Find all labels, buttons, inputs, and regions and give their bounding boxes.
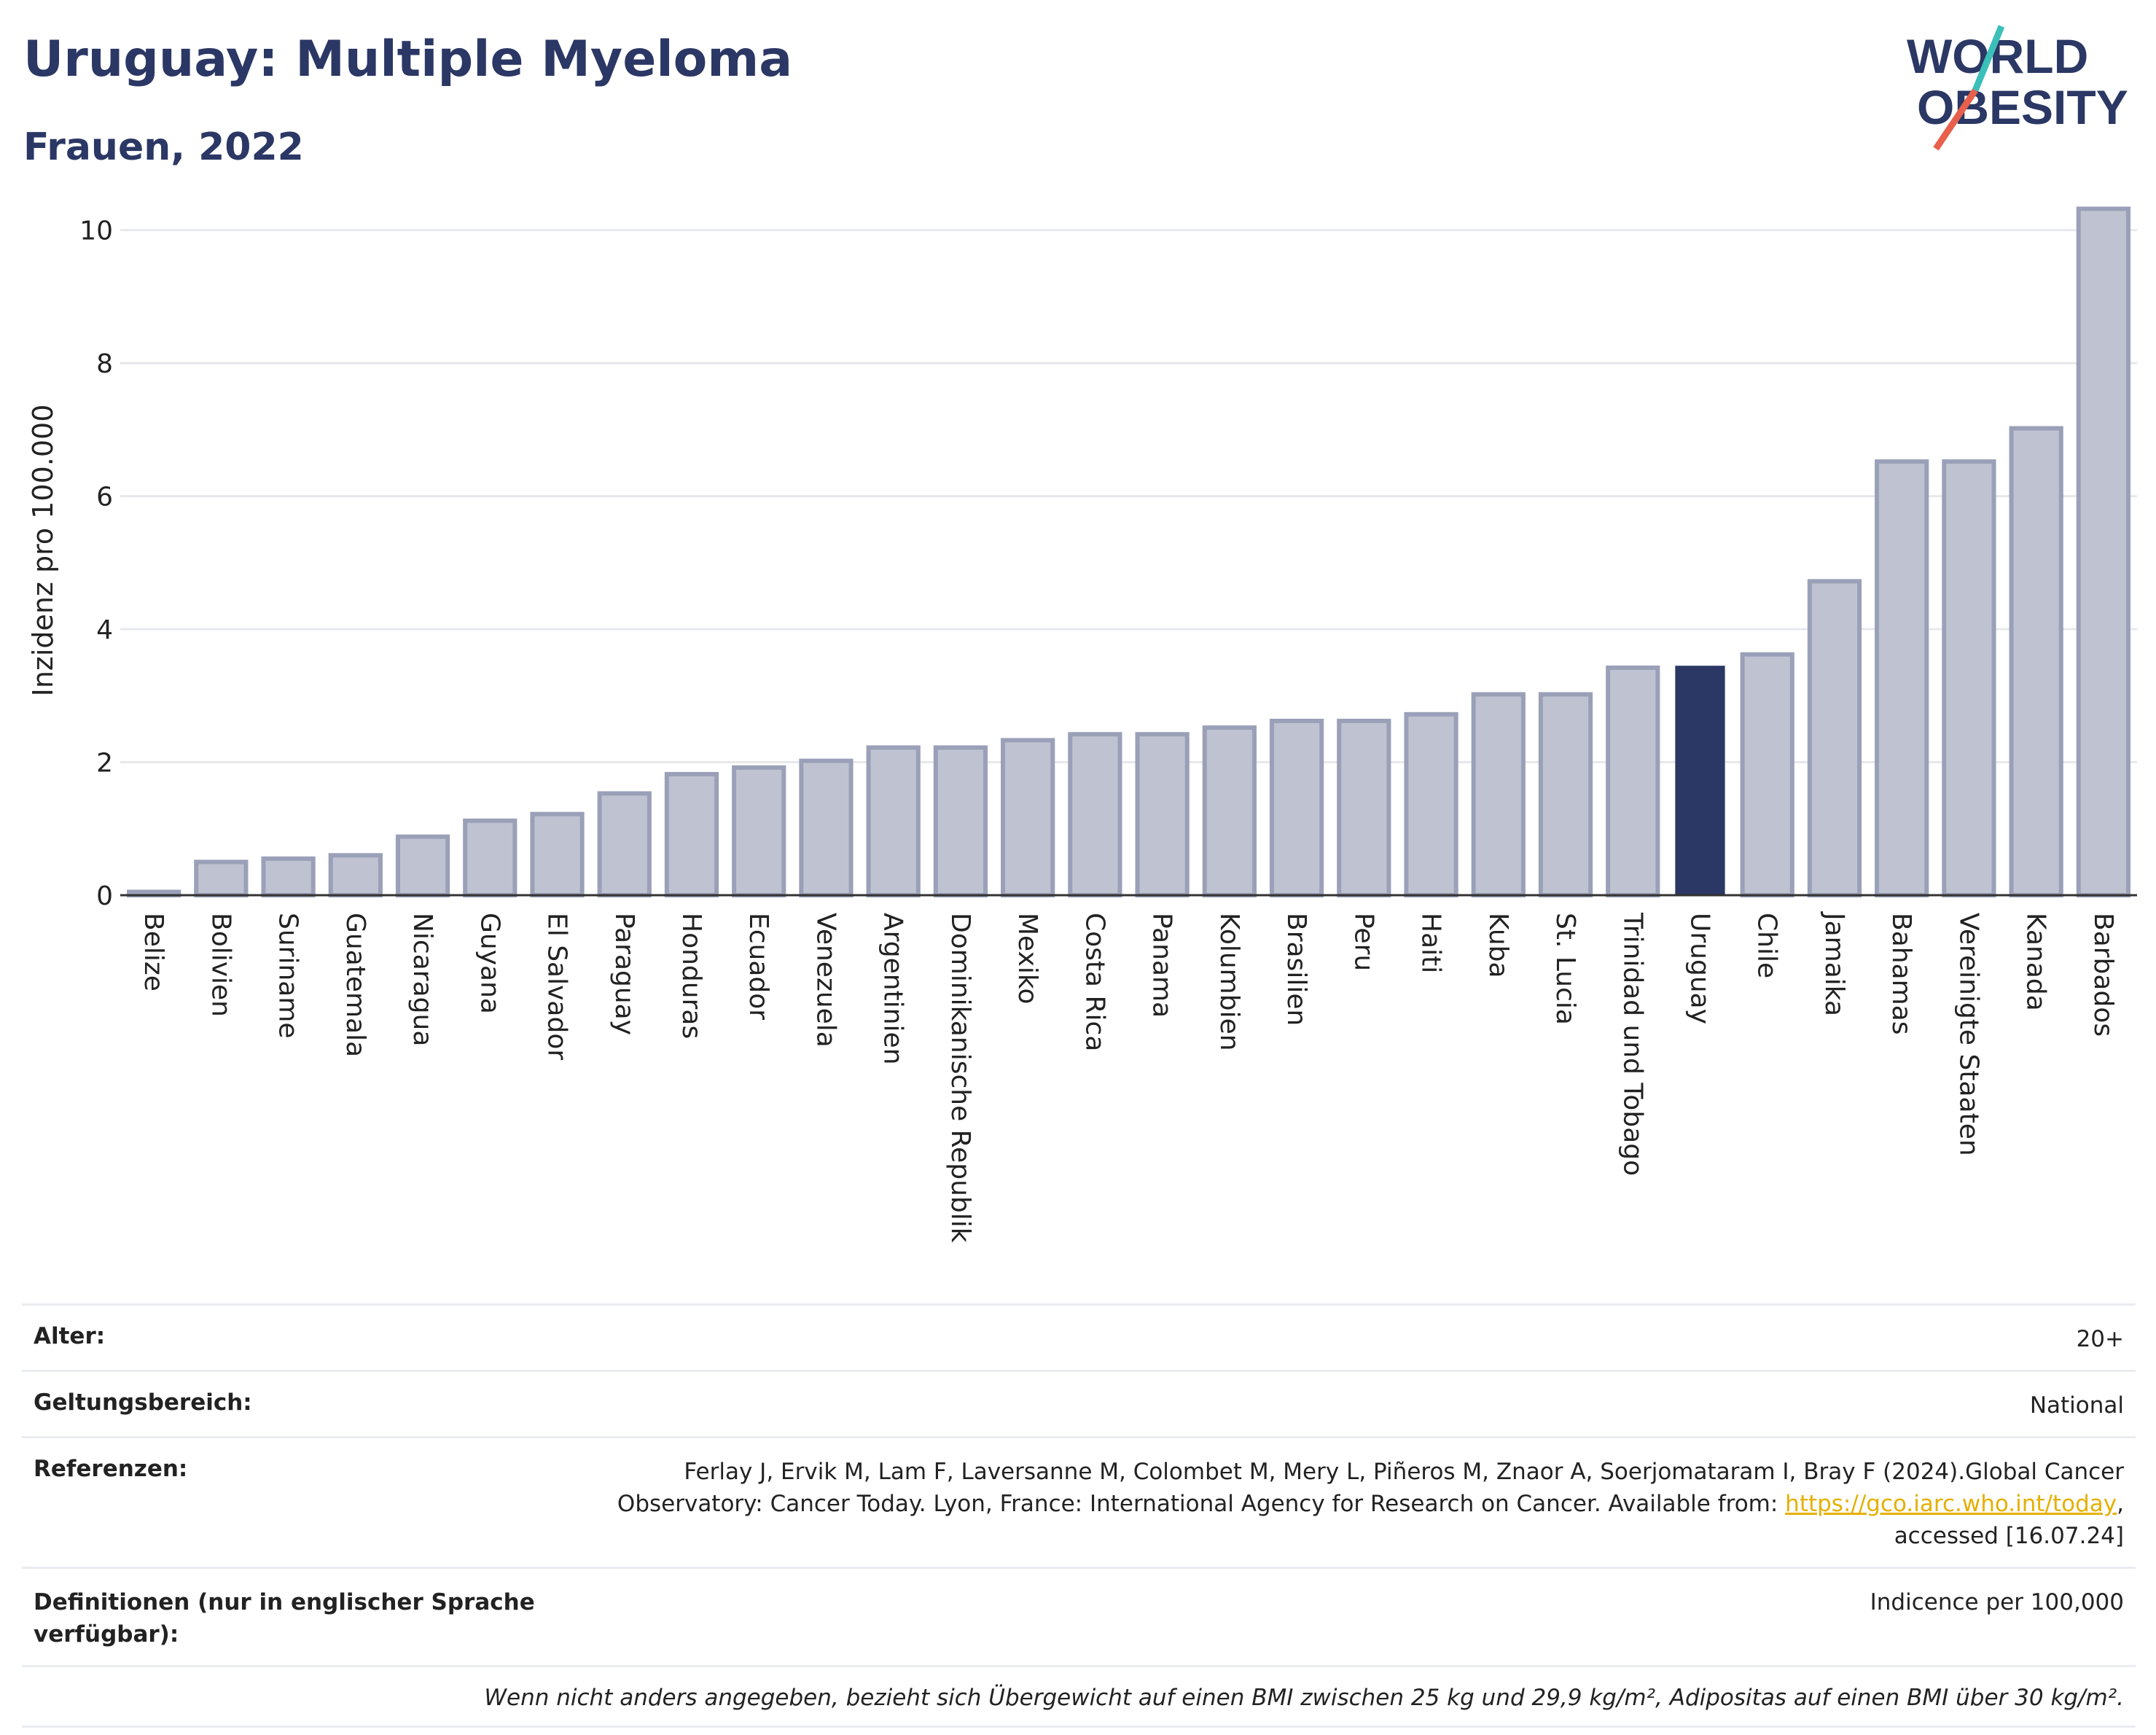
references-value: Ferlay J, Ervik M, Lam F, Laversanne M, … bbox=[617, 1456, 2124, 1552]
info-row-references: Referenzen: Ferlay J, Ervik M, Lam F, La… bbox=[22, 1436, 2136, 1567]
x-tick-label: Guyana bbox=[474, 913, 504, 1014]
x-tick-label: Chile bbox=[1752, 913, 1782, 978]
bar-st-lucia bbox=[1538, 692, 1593, 897]
x-tick-label: Uruguay bbox=[1684, 913, 1714, 1024]
bar-jamaika bbox=[1807, 579, 1862, 897]
x-tick-label: Vereinigte Staaten bbox=[1953, 913, 1983, 1156]
x-tick-label: Brasilien bbox=[1281, 913, 1311, 1026]
bar-argentinien bbox=[866, 745, 921, 897]
reference-text-1: Ferlay J, Ervik M, Lam F, Laversanne M, … bbox=[684, 1459, 2124, 1485]
bar-chile bbox=[1740, 652, 1794, 897]
x-tick-label: Suriname bbox=[273, 913, 303, 1039]
bar-guyana bbox=[463, 818, 517, 898]
age-value: 20+ bbox=[2076, 1326, 2124, 1352]
bar-chart: 0 2 4 6 8 10 Belize Bolivien Suriname Guatemala Ni… bbox=[27, 206, 2137, 1243]
info-row-scope: Geltungsbereich: National bbox=[22, 1370, 2136, 1436]
x-tick-label: Bahamas bbox=[1886, 913, 1916, 1035]
bar-kolumbien bbox=[1202, 725, 1257, 898]
x-tick-label: Barbados bbox=[2088, 913, 2118, 1037]
y-tick-label: 10 bbox=[79, 217, 113, 246]
x-tick-label: El Salvador bbox=[542, 913, 572, 1060]
grid-layer bbox=[120, 229, 2137, 764]
y-tick-label: 2 bbox=[96, 749, 113, 779]
bar-brasilien bbox=[1269, 718, 1324, 897]
bar-bahamas bbox=[1875, 459, 1929, 897]
y-tick-label: 8 bbox=[96, 349, 113, 379]
bar-trinidad-und-tobago bbox=[1606, 665, 1660, 897]
bar-venezuela bbox=[799, 758, 854, 898]
logo-accent-teal bbox=[1972, 25, 2005, 92]
reference-link[interactable]: https://gco.iarc.who.int/today bbox=[1785, 1491, 2117, 1517]
bar-kanada bbox=[2009, 426, 2063, 897]
x-tick-label: Kanada bbox=[2021, 913, 2051, 1011]
info-row-age: Alter: 20+ bbox=[22, 1303, 2136, 1370]
bar-mexiko bbox=[1001, 738, 1055, 897]
bar-dominikanische-republik bbox=[933, 745, 988, 897]
bar-guatemala bbox=[328, 853, 383, 898]
x-tick-label: Trinidad und Tobago bbox=[1617, 912, 1647, 1176]
x-tick-label: Haiti bbox=[1416, 913, 1446, 973]
bar-barbados bbox=[2076, 206, 2131, 897]
x-tick-label: Peru bbox=[1348, 913, 1378, 971]
bar-costa-rica bbox=[1068, 732, 1122, 897]
bar-honduras bbox=[664, 771, 719, 897]
info-row-note: Wenn nicht anders angegeben, bezieht sic… bbox=[22, 1665, 2136, 1728]
info-table: Alter: 20+ Geltungsbereich: National Ref… bbox=[22, 1303, 2136, 1728]
x-tick-label: Mexiko bbox=[1012, 913, 1042, 1004]
x-tick-label: Kolumbien bbox=[1214, 913, 1244, 1051]
age-label: Alter: bbox=[34, 1323, 106, 1349]
bar-vereinigte-staaten bbox=[1942, 459, 1996, 897]
definitions-label: Definitionen (nur in englischer Sprache … bbox=[34, 1589, 535, 1648]
x-tick-label: Honduras bbox=[676, 913, 706, 1039]
world-obesity-logo: WORLD OBESITY bbox=[1907, 25, 2128, 151]
scope-label: Geltungsbereich: bbox=[34, 1389, 252, 1416]
logo-accent-red bbox=[1933, 88, 1978, 151]
bar-ecuador bbox=[732, 765, 786, 898]
y-axis-label: Inzidenz pro 100.000 bbox=[27, 405, 59, 697]
x-tick-label: Argentinien bbox=[878, 913, 908, 1065]
page-title: Uruguay: Multiple Myeloma bbox=[23, 31, 793, 88]
x-tick-label: Dominikanische Republik bbox=[945, 913, 975, 1243]
x-tick-label: Belize bbox=[138, 913, 168, 991]
x-tick-label: Ecuador bbox=[743, 913, 773, 1020]
reference-text-2: Observatory: Cancer Today. Lyon, France:… bbox=[617, 1491, 1778, 1517]
x-tick-label: Guatemala bbox=[340, 913, 370, 1057]
info-row-definitions: Definitionen (nur in englischer Sprache … bbox=[22, 1567, 2136, 1665]
x-tick-label: St. Lucia bbox=[1550, 913, 1580, 1025]
references-label: Referenzen: bbox=[34, 1456, 188, 1482]
x-tick-label: Nicaragua bbox=[407, 913, 437, 1046]
x-tick-label: Bolivien bbox=[206, 913, 235, 1017]
bar-suriname bbox=[261, 856, 316, 898]
bar-kuba bbox=[1471, 692, 1526, 897]
x-tick-label: Panama bbox=[1147, 913, 1177, 1018]
axis-layer: 0 2 4 6 8 10 Belize Bolivien Suriname Guatemala Ni… bbox=[79, 217, 2137, 1243]
x-tick-label: Venezuela bbox=[811, 913, 840, 1048]
bar-bolivien bbox=[194, 859, 249, 898]
x-tick-label: Paraguay bbox=[609, 913, 639, 1035]
bar-el-salvador bbox=[530, 811, 585, 898]
bar-haiti bbox=[1404, 711, 1458, 898]
y-tick-label: 4 bbox=[96, 615, 113, 645]
bar-nicaragua bbox=[395, 834, 450, 897]
reference-text-3: , bbox=[2117, 1491, 2124, 1517]
page-subtitle: Frauen, 2022 bbox=[23, 125, 304, 169]
bmi-note: Wenn nicht anders angegeben, bezieht sic… bbox=[484, 1685, 2124, 1711]
x-tick-label: Kuba bbox=[1483, 913, 1513, 978]
reference-text-4: accessed [16.07.24] bbox=[1894, 1523, 2124, 1549]
x-tick-label: Jamaika bbox=[1819, 911, 1849, 1016]
y-tick-label: 0 bbox=[96, 881, 113, 911]
bar-layer bbox=[126, 206, 2131, 898]
bar-paraguay bbox=[597, 791, 652, 898]
scope-value: National bbox=[2029, 1392, 2124, 1419]
bar-uruguay bbox=[1675, 666, 1725, 895]
x-tick-label: Costa Rica bbox=[1079, 913, 1109, 1051]
definitions-value: Indicence per 100,000 bbox=[1870, 1589, 2124, 1615]
bar-peru bbox=[1337, 718, 1391, 897]
bar-panama bbox=[1135, 732, 1190, 897]
y-tick-label: 6 bbox=[96, 483, 113, 512]
